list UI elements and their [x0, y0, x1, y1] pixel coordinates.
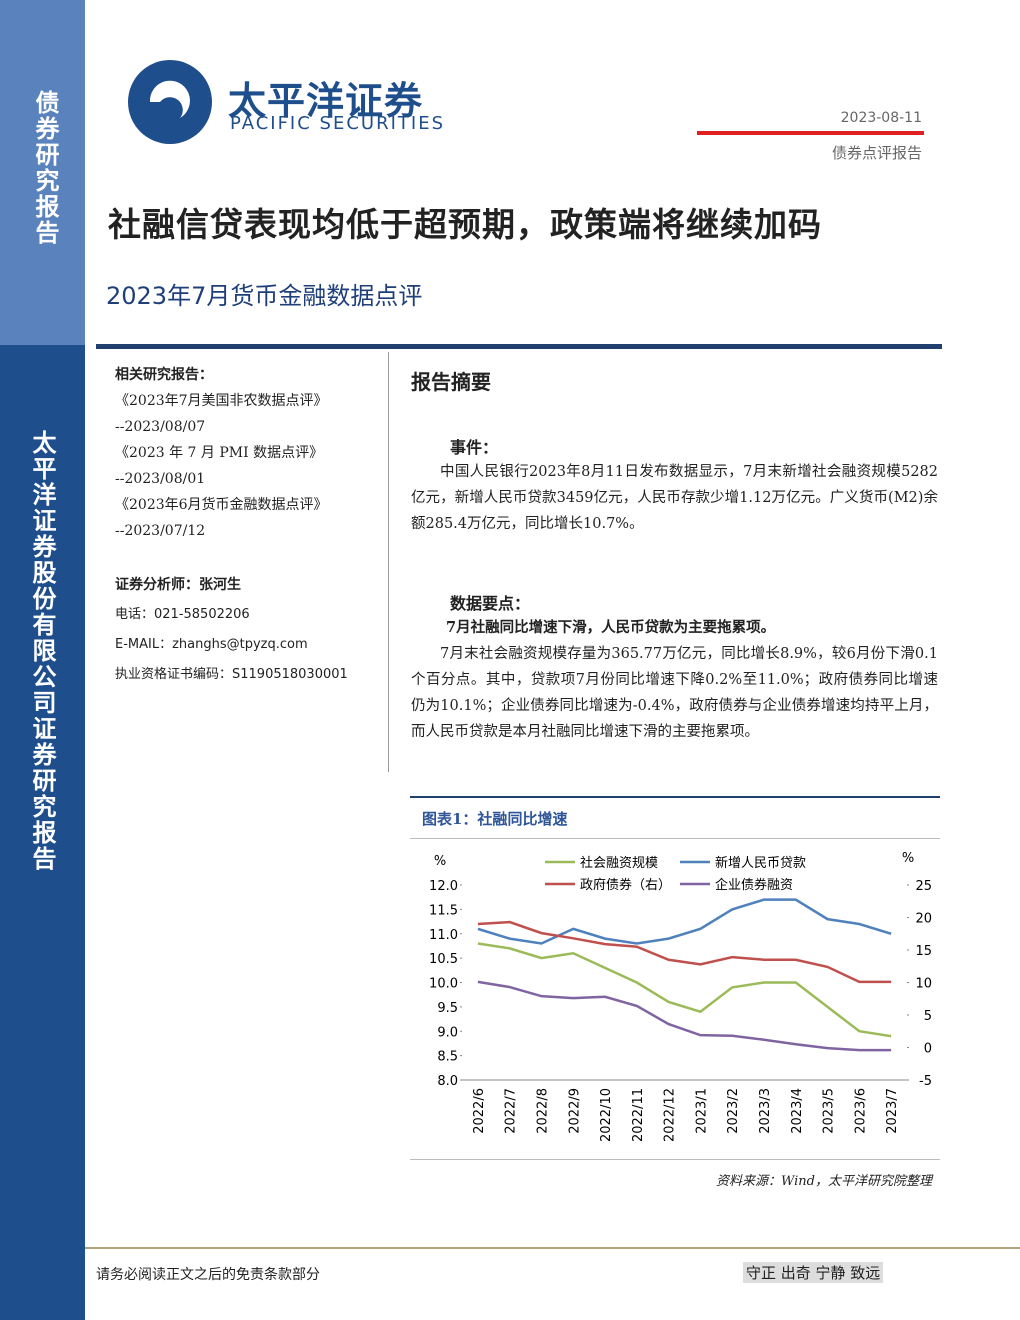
related-date: --2023/08/01: [115, 471, 206, 487]
x-tick-label: 2023/6: [853, 1088, 868, 1134]
y2-tick-label: -5: [919, 1074, 932, 1089]
x-tick-label: 2022/8: [535, 1088, 550, 1134]
chart-rule: [410, 838, 940, 839]
license: 执业资格证书编码：S1190518030001: [115, 667, 348, 682]
chart-rule: [410, 1159, 940, 1160]
series-line: [477, 942, 892, 1038]
y-tick-label: 11.5: [429, 903, 458, 918]
event-text: 中国人民银行2023年8月11日发布数据显示，7月末新增社会融资规模5282亿元…: [411, 464, 938, 532]
related-title: 《2023年7月美国非农数据点评》: [115, 393, 328, 409]
footer-rule: [85, 1247, 1020, 1249]
y2-tick-label: 0: [924, 1042, 932, 1057]
x-tick-label: 2023/5: [822, 1088, 837, 1134]
logo-en: PACIFIC SECURITIES: [230, 113, 445, 134]
related: 相关研究报告： 《2023年7月美国非农数据点评》 --2023/08/07 《…: [115, 362, 385, 544]
report-type: 债券点评报告: [831, 144, 922, 162]
x-tick-label: 2022/10: [599, 1088, 614, 1142]
y-unit: %: [434, 854, 446, 869]
related-title: 《2023 年 7 月 PMI 数据点评》: [115, 445, 324, 461]
x-tick-label: 2022/12: [663, 1088, 678, 1142]
y-tick-label: 9.0: [437, 1025, 458, 1040]
y2-tick-label: 5: [924, 1009, 932, 1024]
y2-unit: %: [902, 851, 914, 866]
y-tick-label: 12.0: [429, 879, 458, 894]
series-line: [477, 980, 892, 1052]
title: 社融信贷表现均低于超预期，政策端将继续加码: [108, 205, 822, 244]
points-heading: 数据要点：: [450, 594, 531, 613]
y-tick-label: 8.0: [437, 1074, 458, 1089]
summary-heading: 报告摘要: [411, 370, 491, 394]
motto: 守正 出奇 宁静 致远: [743, 1262, 884, 1283]
related-title: 《2023年6月货币金融数据点评》: [115, 497, 328, 513]
sidebar-label: 债券研究报告: [31, 90, 59, 246]
analyst-name: 证券分析师：张河生: [115, 577, 241, 593]
rule: [96, 344, 942, 349]
disclaimer: 请务必阅读正文之后的免责条款部分: [96, 1267, 320, 1283]
legend-label: 企业债券融资: [715, 877, 793, 893]
points-text: 7月末社会融资规模存量为365.77万亿元，同比增长8.9%，较6月份下滑0.1…: [411, 646, 938, 740]
y-tick-label: 11.0: [429, 928, 458, 943]
event-heading: 事件：: [450, 438, 499, 457]
sidebar-label: 太平洋证券股份有限公司证券研究报告: [28, 430, 56, 872]
y-tick-label: 10.0: [429, 977, 458, 992]
chart: 8.0 8.5 9.0 9.5 10.0 10.5 11.0 11.5 12.0 -5 0 5 10 15…: [429, 851, 932, 1142]
y2-tick-label: 25: [915, 879, 932, 894]
divider: [388, 352, 389, 772]
y-tick-label: 10.5: [429, 952, 458, 967]
email: E-MAIL：zhanghs@tpyzq.com: [115, 637, 308, 652]
legend-label: 社会融资规模: [580, 855, 658, 871]
logo-cn: 太平洋证券: [228, 79, 424, 123]
y2-tick-label: 20: [915, 912, 932, 927]
date: 2023-08-11: [840, 110, 922, 126]
y2-tick-label: 10: [915, 977, 932, 992]
points-bold: 7月社融同比增速下滑，人民币贷款为主要拖累项。: [446, 619, 776, 636]
x-tick-label: 2023/1: [694, 1088, 709, 1134]
sidebar-top: [0, 0, 85, 345]
chart-rule: [410, 796, 940, 798]
x-tick-label: 2022/11: [631, 1088, 646, 1142]
y-tick-label: 9.5: [437, 1001, 458, 1016]
sidebar-bottom: [0, 345, 85, 1320]
related-date: --2023/07/12: [115, 523, 206, 539]
y2-tick-label: 15: [915, 944, 932, 959]
x-tick-label: 2023/3: [758, 1088, 773, 1134]
x-tick-label: 2022/6: [472, 1088, 487, 1134]
y-tick-label: 8.5: [437, 1050, 458, 1065]
series-line: [477, 920, 892, 984]
x-tick-label: 2023/2: [726, 1088, 741, 1134]
legend-label: 政府债券（右）: [580, 877, 671, 893]
x-tick-label: 2023/7: [885, 1088, 900, 1134]
analyst: 证券分析师：张河生 电话：021-58502206 E-MAIL：zhanghs…: [115, 570, 348, 690]
x-tick-label: 2022/9: [567, 1088, 582, 1134]
x-tick-label: 2023/4: [790, 1088, 805, 1134]
source: 资料来源：Wind，太平洋研究院整理: [716, 1174, 932, 1189]
subtitle: 2023年7月货币金融数据点评: [106, 282, 423, 310]
x-tick-label: 2022/7: [504, 1088, 519, 1134]
red-rule: [697, 131, 924, 135]
chart-caption: 图表1：社融同比增速: [422, 810, 568, 828]
logo: [117, 30, 212, 173]
legend-label: 新增人民币贷款: [715, 855, 806, 871]
series-line: [477, 898, 892, 945]
phone: 电话：021-58502206: [115, 607, 250, 622]
related-date: --2023/08/07: [115, 419, 206, 435]
related-heading: 相关研究报告：: [115, 367, 213, 383]
